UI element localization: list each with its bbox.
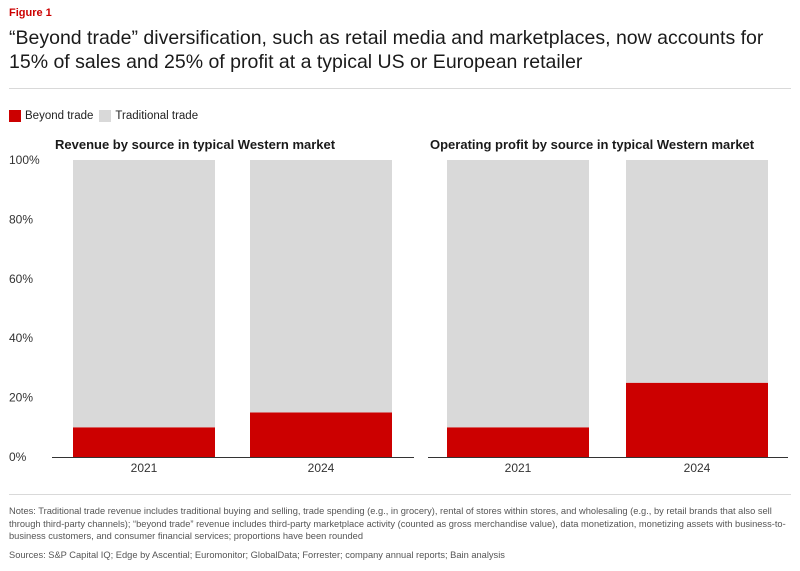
notes-text: Notes: Traditional trade revenue include… — [9, 506, 786, 541]
bar-traditional-trade — [447, 160, 589, 428]
bar-traditional-trade — [250, 160, 392, 413]
figure-label: Figure 1 — [9, 7, 52, 19]
x-tick-label: 2021 — [505, 461, 532, 475]
sources-text: Sources: S&P Capital IQ; Edge by Ascenti… — [9, 550, 505, 560]
legend: Beyond trade Traditional trade — [9, 110, 204, 122]
y-tick-label: 20% — [9, 391, 33, 405]
legend-swatch-beyond-trade — [9, 110, 21, 122]
x-tick-label: 2021 — [131, 461, 158, 475]
notes-divider — [9, 494, 791, 495]
y-tick-label: 60% — [9, 272, 33, 286]
x-tick-label: 2024 — [684, 461, 711, 475]
y-tick-label: 100% — [9, 153, 40, 167]
bar-traditional-trade — [626, 160, 768, 383]
charts-canvas: 0% 20% 40% 60% 80% 100% 2021 2024 2021 2024 — [9, 153, 788, 475]
bar-beyond-trade — [626, 382, 768, 457]
y-tick-label: 40% — [9, 331, 33, 345]
profit-panel-title: Operating profit by source in typical We… — [430, 137, 755, 152]
legend-label-beyond-trade: Beyond trade — [25, 110, 94, 122]
chart-title: “Beyond trade” diversification, such as … — [9, 27, 764, 73]
legend-swatch-traditional-trade — [99, 110, 112, 122]
legend-item-traditional-trade: Traditional trade — [99, 110, 198, 122]
bar-beyond-trade — [250, 412, 392, 457]
legend-item-beyond-trade: Beyond trade — [9, 110, 93, 122]
y-tick-label: 80% — [9, 212, 33, 226]
bar-beyond-trade — [447, 427, 589, 457]
revenue-panel-title: Revenue by source in typical Western mar… — [55, 137, 336, 152]
bar-beyond-trade — [73, 427, 215, 457]
bar-traditional-trade — [73, 160, 215, 428]
legend-label-traditional-trade: Traditional trade — [115, 110, 199, 122]
x-tick-label: 2024 — [308, 461, 335, 475]
y-tick-label: 0% — [9, 450, 27, 464]
title-divider — [9, 88, 791, 89]
